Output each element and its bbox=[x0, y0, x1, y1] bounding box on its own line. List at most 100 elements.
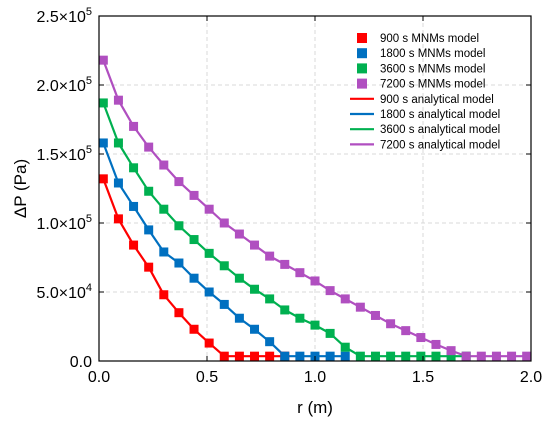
data-point bbox=[113, 178, 123, 188]
data-point bbox=[129, 163, 139, 173]
data-point bbox=[325, 286, 335, 296]
legend-label: 900 s analytical model bbox=[380, 94, 494, 106]
data-point bbox=[522, 351, 532, 361]
data-point bbox=[98, 55, 108, 65]
data-point bbox=[219, 299, 229, 309]
data-point bbox=[144, 225, 154, 235]
data-point bbox=[129, 201, 139, 211]
data-point bbox=[129, 121, 139, 131]
data-point bbox=[431, 351, 441, 361]
data-point bbox=[491, 351, 501, 361]
data-point bbox=[325, 351, 335, 361]
series-line-1 bbox=[102, 142, 346, 358]
data-point bbox=[250, 284, 260, 294]
data-point bbox=[189, 324, 199, 334]
data-point bbox=[416, 351, 426, 361]
data-point bbox=[476, 351, 486, 361]
data-point bbox=[98, 138, 108, 148]
data-point bbox=[129, 240, 139, 250]
data-point bbox=[446, 351, 456, 361]
data-point bbox=[507, 351, 517, 361]
x-axis-label: r (m) bbox=[297, 398, 333, 417]
data-point bbox=[416, 333, 426, 343]
legend-label: 7200 s MNMs model bbox=[380, 79, 485, 91]
legend: 900 s MNMs model 1800 s MNMs model 3600 s … bbox=[350, 33, 500, 151]
data-point bbox=[113, 138, 123, 148]
data-point bbox=[340, 342, 350, 352]
data-point bbox=[113, 95, 123, 105]
data-point bbox=[265, 251, 275, 261]
data-point bbox=[265, 337, 275, 347]
data-point bbox=[355, 302, 365, 312]
data-point bbox=[204, 338, 214, 348]
data-point bbox=[386, 319, 396, 329]
data-point bbox=[174, 221, 184, 231]
series-markers-2 bbox=[98, 98, 471, 361]
data-point bbox=[159, 247, 169, 257]
x-tick-label: 1.5 bbox=[412, 369, 434, 386]
legend-label: 1800 s analytical model bbox=[380, 109, 500, 121]
data-point bbox=[401, 351, 411, 361]
data-point bbox=[113, 214, 123, 224]
data-point bbox=[219, 261, 229, 271]
y-tick-label: 2.5×105 bbox=[36, 6, 92, 26]
grid-layer bbox=[99, 16, 531, 361]
legend-marker bbox=[357, 63, 367, 74]
data-point bbox=[340, 351, 350, 361]
y-tick-label: 5.0×104 bbox=[36, 282, 92, 302]
data-point bbox=[219, 351, 229, 361]
data-point bbox=[159, 290, 169, 300]
legend-label: 900 s MNMs model bbox=[380, 33, 479, 45]
data-point bbox=[370, 310, 380, 320]
series-markers-3 bbox=[98, 55, 532, 361]
series-layer bbox=[98, 55, 532, 361]
series-markers-0 bbox=[98, 174, 290, 361]
legend-label: 1800 s MNMs model bbox=[380, 48, 485, 60]
data-point bbox=[234, 273, 244, 283]
data-point bbox=[310, 276, 320, 286]
data-point bbox=[144, 186, 154, 196]
legend-label: 7200 s analytical model bbox=[380, 139, 500, 151]
data-point bbox=[159, 204, 169, 214]
data-point bbox=[159, 160, 169, 170]
legend-label: 3600 s analytical model bbox=[380, 124, 500, 136]
data-point bbox=[189, 273, 199, 283]
data-point bbox=[280, 259, 290, 269]
data-point bbox=[204, 248, 214, 258]
y-tick-label: 1.0×105 bbox=[36, 213, 92, 233]
legend-marker bbox=[357, 48, 367, 59]
legend-label: 3600 s MNMs model bbox=[380, 63, 485, 75]
data-point bbox=[310, 320, 320, 330]
legend-marker bbox=[357, 78, 367, 89]
data-point bbox=[265, 351, 275, 361]
data-point bbox=[355, 351, 365, 361]
data-point bbox=[340, 294, 350, 304]
series-markers-1 bbox=[98, 138, 350, 361]
data-point bbox=[280, 351, 290, 361]
data-point bbox=[250, 351, 260, 361]
data-point bbox=[250, 324, 260, 334]
data-point bbox=[295, 268, 305, 278]
y-tick-label: 2.0×105 bbox=[36, 75, 92, 95]
data-point bbox=[295, 313, 305, 323]
y-tick-label: 0.0 bbox=[70, 354, 92, 371]
data-point bbox=[189, 235, 199, 245]
data-point bbox=[401, 326, 411, 336]
y-axis-label: ΔP (Pa) bbox=[11, 159, 30, 218]
data-point bbox=[98, 174, 108, 184]
data-point bbox=[325, 328, 335, 338]
data-point bbox=[280, 305, 290, 315]
data-point bbox=[234, 351, 244, 361]
data-point bbox=[144, 142, 154, 152]
y-tick-label: 1.5×105 bbox=[36, 144, 92, 164]
data-point bbox=[174, 258, 184, 268]
x-tick-label: 1.0 bbox=[304, 369, 326, 386]
data-point bbox=[234, 229, 244, 239]
data-point bbox=[446, 346, 456, 356]
data-point bbox=[204, 204, 214, 214]
data-point bbox=[174, 308, 184, 318]
data-point bbox=[370, 351, 380, 361]
legend-marker bbox=[357, 33, 367, 43]
